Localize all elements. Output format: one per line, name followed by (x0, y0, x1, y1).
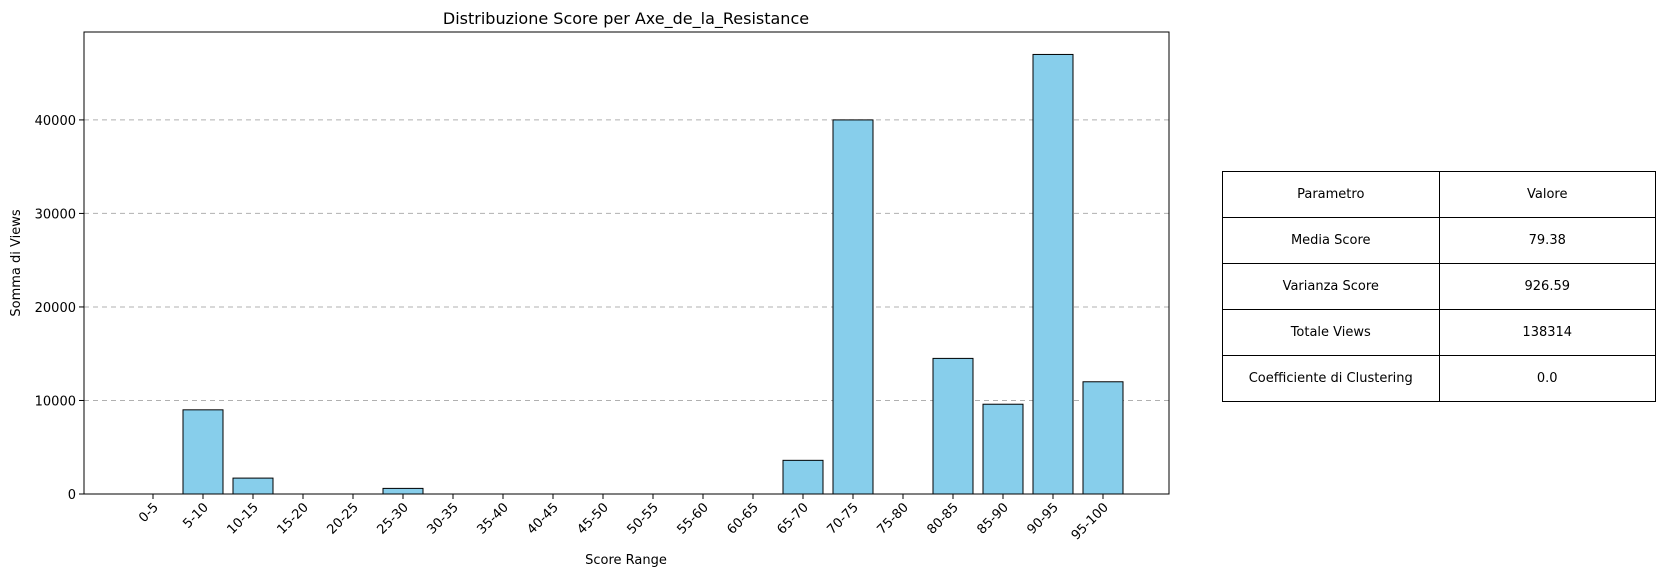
x-tick-label: 5-10 (180, 500, 211, 531)
table-cell: 138314 (1438, 309, 1656, 356)
x-tick-label: 85-90 (975, 500, 1012, 537)
plot-area-frame (83, 31, 1170, 495)
y-tick-label: 40000 (35, 114, 76, 129)
table-header-row: Parametro Valore (1222, 171, 1656, 218)
table-header-cell: Parametro (1222, 171, 1440, 218)
table-cell: 926.59 (1438, 263, 1656, 310)
x-axis-label: Score Range (585, 553, 667, 568)
x-tick-label: 70-75 (825, 500, 862, 537)
bar-95-100 (1082, 381, 1124, 495)
bar-25-30 (382, 487, 424, 495)
table-cell: Coefficiente di Clustering (1222, 355, 1440, 402)
table-row: Totale Views 138314 (1222, 309, 1656, 356)
table-row: Media Score 79.38 (1222, 217, 1656, 264)
table-cell: Totale Views (1222, 309, 1440, 356)
y-tick-label: 20000 (35, 301, 76, 316)
x-tick-label: 25-30 (375, 500, 412, 537)
x-tick-label: 75-80 (875, 500, 912, 537)
x-tick-label: 95-100 (1069, 500, 1112, 543)
table-cell: 0.0 (1438, 355, 1656, 402)
bar-80-85 (932, 357, 974, 495)
x-tick-label: 40-45 (525, 500, 562, 537)
x-tick-label: 20-25 (325, 500, 362, 537)
y-tick-label: 30000 (35, 207, 76, 222)
bar-85-90 (982, 403, 1024, 495)
x-tick-label: 65-70 (775, 500, 812, 537)
x-axis: 0-5 5-10 10-15 15-20 20-25 25-30 30-35 35-40 40-… (136, 494, 1112, 543)
x-tick-label: 90-95 (1025, 500, 1062, 537)
bar-chart: Distribuzione Score per Axe_de_la_Resist… (9, 9, 1170, 568)
x-tick-label: 15-20 (275, 500, 312, 537)
bar-70-75 (832, 119, 874, 495)
x-tick-label: 10-15 (225, 500, 262, 537)
x-tick-label: 55-60 (675, 500, 712, 537)
bars-group (182, 53, 1124, 495)
stats-table: Parametro Valore Media Score 79.38 Varia… (1222, 171, 1656, 402)
x-tick-label: 60-65 (725, 500, 762, 537)
table-cell: Media Score (1222, 217, 1440, 264)
table-header-cell: Valore (1438, 171, 1656, 218)
table-row: Coefficiente di Clustering 0.0 (1222, 355, 1656, 402)
table-row: Varianza Score 926.59 (1222, 263, 1656, 310)
x-tick-label: 35-40 (475, 500, 512, 537)
bar-90-95 (1032, 53, 1074, 495)
x-tick-label: 80-85 (925, 500, 962, 537)
chart-title: Distribuzione Score per Axe_de_la_Resist… (443, 9, 809, 29)
x-tick-label: 30-35 (425, 500, 462, 537)
table-cell: 79.38 (1438, 217, 1656, 264)
y-axis: 0 10000 20000 30000 40000 (35, 114, 84, 503)
y-tick-label: 0 (68, 488, 76, 503)
x-tick-label: 45-50 (575, 500, 612, 537)
x-tick-label: 0-5 (136, 500, 162, 526)
x-tick-label: 50-55 (625, 500, 662, 537)
bar-65-70 (782, 459, 824, 495)
grid-lines (84, 119, 1169, 401)
y-tick-label: 10000 (35, 394, 76, 409)
y-axis-label: Somma di Views (9, 209, 24, 316)
table-cell: Varianza Score (1222, 263, 1440, 310)
bar-5-10 (182, 409, 224, 495)
bar-10-15 (232, 477, 274, 495)
